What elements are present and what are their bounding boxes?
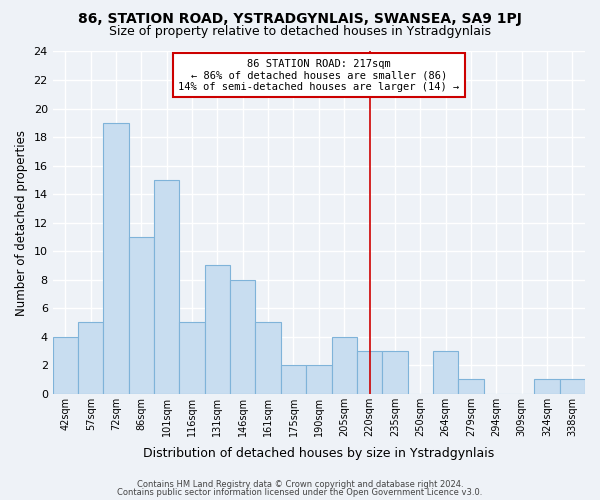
Bar bbox=[230, 280, 256, 394]
Bar bbox=[382, 351, 407, 394]
X-axis label: Distribution of detached houses by size in Ystradgynlais: Distribution of detached houses by size … bbox=[143, 447, 494, 460]
Text: Contains public sector information licensed under the Open Government Licence v3: Contains public sector information licen… bbox=[118, 488, 482, 497]
Bar bbox=[179, 322, 205, 394]
Bar bbox=[78, 322, 103, 394]
Bar bbox=[433, 351, 458, 394]
Bar bbox=[535, 380, 560, 394]
Bar bbox=[332, 336, 357, 394]
Text: Contains HM Land Registry data © Crown copyright and database right 2024.: Contains HM Land Registry data © Crown c… bbox=[137, 480, 463, 489]
Text: 86, STATION ROAD, YSTRADGYNLAIS, SWANSEA, SA9 1PJ: 86, STATION ROAD, YSTRADGYNLAIS, SWANSEA… bbox=[78, 12, 522, 26]
Bar bbox=[53, 336, 78, 394]
Y-axis label: Number of detached properties: Number of detached properties bbox=[15, 130, 28, 316]
Bar bbox=[357, 351, 382, 394]
Bar bbox=[129, 237, 154, 394]
Bar bbox=[205, 266, 230, 394]
Text: 86 STATION ROAD: 217sqm
← 86% of detached houses are smaller (86)
14% of semi-de: 86 STATION ROAD: 217sqm ← 86% of detache… bbox=[178, 58, 460, 92]
Bar bbox=[306, 365, 332, 394]
Bar bbox=[256, 322, 281, 394]
Bar bbox=[281, 365, 306, 394]
Bar bbox=[560, 380, 585, 394]
Text: Size of property relative to detached houses in Ystradgynlais: Size of property relative to detached ho… bbox=[109, 25, 491, 38]
Bar bbox=[103, 123, 129, 394]
Bar bbox=[154, 180, 179, 394]
Bar bbox=[458, 380, 484, 394]
